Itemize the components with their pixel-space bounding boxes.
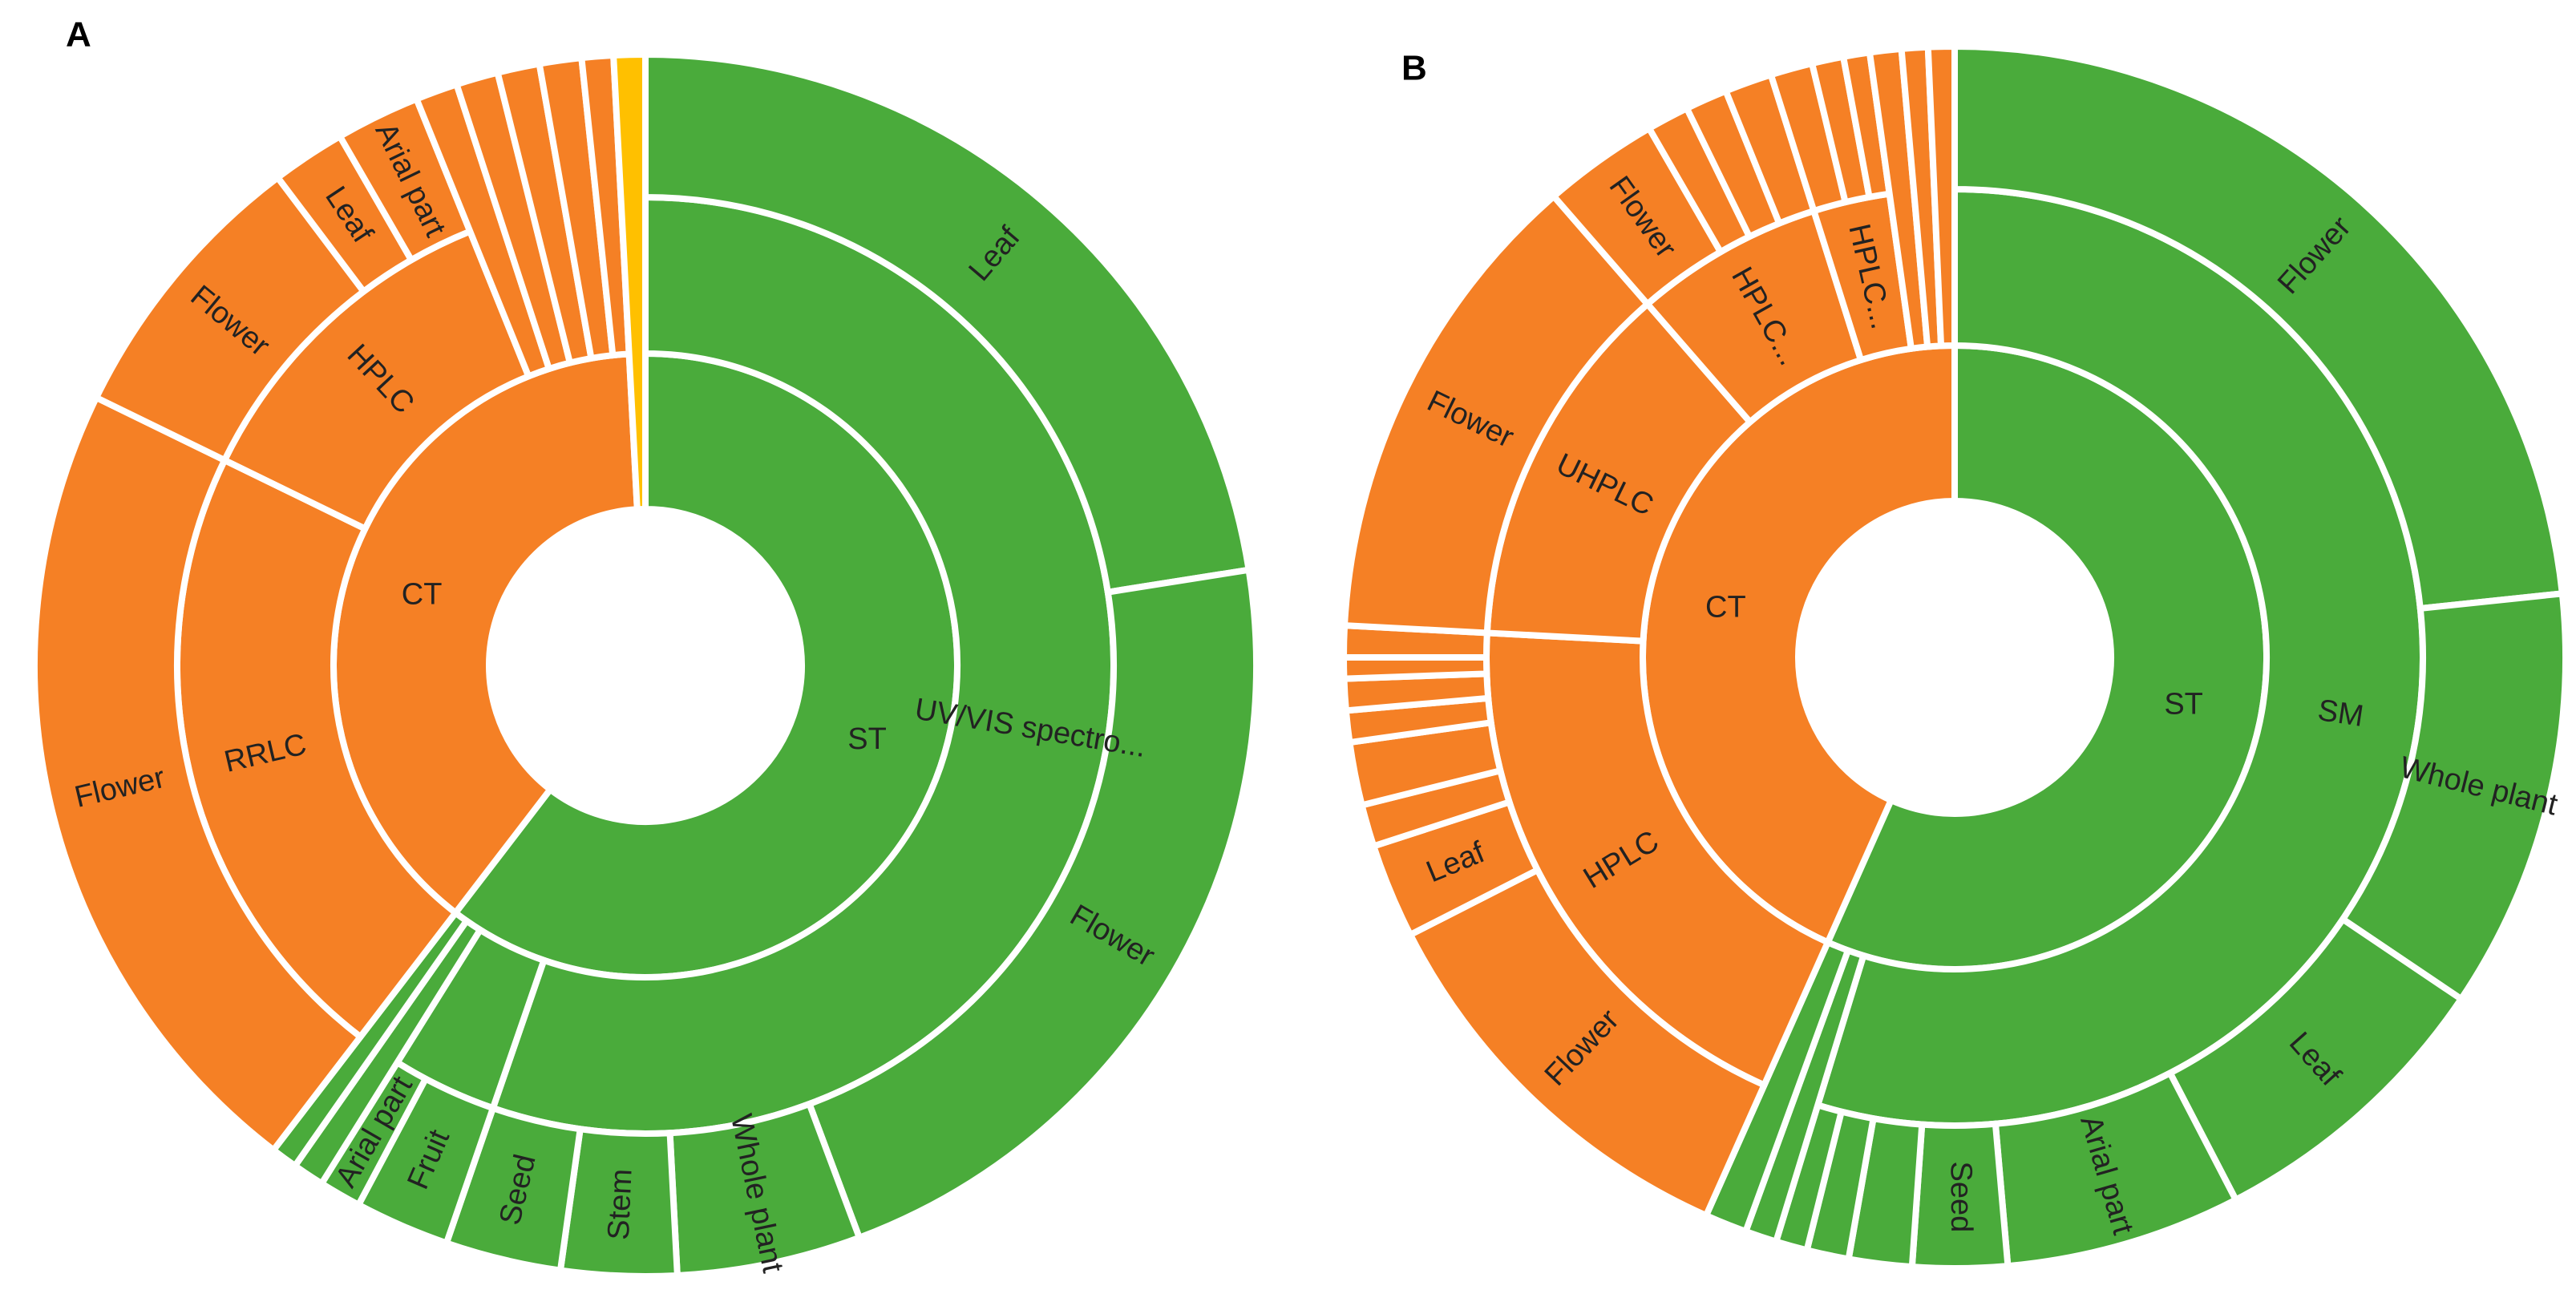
sunburst-segment [610,51,649,513]
segment-label: CT [402,577,443,611]
sunburst-segment [642,51,1252,596]
sunburst-segment [806,566,1260,1241]
segment-label: SM [2315,693,2366,734]
segment-label: ST [2164,688,2203,722]
sunburst-segment [31,394,364,1154]
segment-label: Seed [1943,1161,1978,1232]
segment-label: CT [1705,590,1746,624]
sunburst-segment [1951,43,2566,612]
panel-title: A [66,15,91,55]
panel-title: B [1401,49,1427,88]
segment-label: ST [847,722,887,756]
sunburst-segment [1924,43,1958,350]
segment-label: Stem [602,1168,639,1240]
